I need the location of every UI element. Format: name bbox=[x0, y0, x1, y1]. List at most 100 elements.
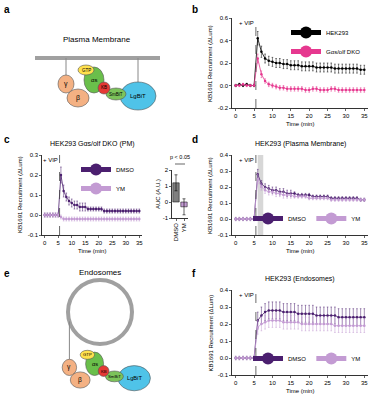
svg-text:b: b bbox=[192, 4, 198, 15]
svg-text:HEK293 Gαs/olf DKO (PM): HEK293 Gαs/olf DKO (PM) bbox=[50, 140, 135, 148]
svg-text:KB1691 Recruitment (ΔLum): KB1691 Recruitment (ΔLum) bbox=[207, 157, 213, 234]
svg-text:γ: γ bbox=[64, 80, 68, 88]
svg-text:f: f bbox=[192, 268, 196, 279]
svg-text:10: 10 bbox=[68, 240, 75, 246]
svg-text:Time (min): Time (min) bbox=[78, 248, 106, 254]
svg-text:0.0: 0.0 bbox=[220, 216, 229, 222]
svg-text:HEK293 (Plasma Membrane): HEK293 (Plasma Membrane) bbox=[255, 140, 346, 148]
svg-text:+ VIP: + VIP bbox=[239, 292, 254, 298]
svg-text:0.2: 0.2 bbox=[30, 172, 39, 178]
svg-text:0.6: 0.6 bbox=[220, 15, 229, 21]
svg-text:GTP: GTP bbox=[82, 68, 91, 73]
svg-text:0.0: 0.0 bbox=[220, 355, 229, 361]
svg-text:p < 0.05: p < 0.05 bbox=[170, 154, 190, 160]
svg-text:25: 25 bbox=[324, 240, 331, 246]
svg-text:0.4: 0.4 bbox=[220, 287, 229, 293]
svg-text:0.3: 0.3 bbox=[220, 168, 229, 174]
svg-text:KB1691 Recruitment (ΔLum): KB1691 Recruitment (ΔLum) bbox=[207, 25, 213, 102]
svg-text:β: β bbox=[76, 94, 80, 102]
svg-text:KB: KB bbox=[101, 369, 107, 374]
svg-text:LgBiT: LgBiT bbox=[130, 93, 146, 99]
svg-text:0.0: 0.0 bbox=[30, 212, 39, 218]
svg-text:αs: αs bbox=[91, 77, 97, 83]
svg-text:20: 20 bbox=[306, 380, 313, 386]
svg-text:YM: YM bbox=[116, 186, 125, 192]
svg-text:-0.1: -0.1 bbox=[218, 372, 229, 378]
svg-text:1: 1 bbox=[165, 183, 169, 189]
svg-text:15: 15 bbox=[287, 380, 294, 386]
svg-text:YM: YM bbox=[351, 216, 360, 222]
svg-text:AUC (A.U.): AUC (A.U.) bbox=[155, 179, 161, 209]
svg-text:20: 20 bbox=[306, 113, 313, 119]
svg-text:YM: YM bbox=[181, 223, 187, 232]
svg-text:25: 25 bbox=[109, 240, 116, 246]
svg-text:e: e bbox=[4, 268, 10, 279]
svg-text:0.2: 0.2 bbox=[220, 60, 229, 66]
svg-text:-0.2: -0.2 bbox=[218, 105, 229, 111]
svg-text:5: 5 bbox=[252, 380, 256, 386]
svg-text:35: 35 bbox=[361, 240, 368, 246]
svg-text:-1: -1 bbox=[163, 215, 169, 221]
svg-text:5: 5 bbox=[252, 113, 256, 119]
svg-text:30: 30 bbox=[343, 380, 350, 386]
svg-text:0.1: 0.1 bbox=[30, 192, 39, 198]
svg-text:10: 10 bbox=[269, 380, 276, 386]
svg-text:KB1691 Recruitment (ΔLum): KB1691 Recruitment (ΔLum) bbox=[17, 156, 23, 233]
svg-text:+ VIP: + VIP bbox=[239, 20, 254, 26]
svg-text:0.4: 0.4 bbox=[220, 152, 229, 158]
svg-text:HEK293: HEK293 bbox=[326, 30, 349, 36]
svg-text:DMSO: DMSO bbox=[173, 223, 179, 241]
svg-text:Gαs/olf DKO: Gαs/olf DKO bbox=[326, 49, 360, 55]
svg-text:35: 35 bbox=[361, 113, 368, 119]
svg-text:0.3: 0.3 bbox=[30, 152, 39, 158]
svg-text:γ: γ bbox=[67, 363, 71, 371]
svg-text:0.2: 0.2 bbox=[220, 184, 229, 190]
svg-text:35: 35 bbox=[361, 380, 368, 386]
svg-text:-0.1: -0.1 bbox=[218, 232, 229, 238]
svg-text:15: 15 bbox=[82, 240, 89, 246]
svg-text:0: 0 bbox=[43, 240, 47, 246]
svg-text:KB1691 Recruitment (ΔLum): KB1691 Recruitment (ΔLum) bbox=[208, 295, 214, 372]
svg-text:DMSO: DMSO bbox=[288, 216, 306, 222]
svg-text:GTP: GTP bbox=[83, 352, 92, 357]
svg-text:0.0: 0.0 bbox=[220, 83, 229, 89]
svg-text:5: 5 bbox=[57, 240, 61, 246]
svg-text:HEK293 (Endosomes): HEK293 (Endosomes) bbox=[265, 275, 335, 283]
svg-text:a: a bbox=[4, 4, 10, 15]
svg-text:Time (min): Time (min) bbox=[286, 248, 314, 254]
svg-text:0.3: 0.3 bbox=[220, 304, 229, 310]
svg-text:YM: YM bbox=[351, 356, 360, 362]
svg-text:Endosomes: Endosomes bbox=[79, 268, 121, 277]
svg-text:0: 0 bbox=[234, 380, 238, 386]
svg-text:β: β bbox=[78, 376, 82, 384]
svg-text:0.1: 0.1 bbox=[220, 200, 229, 206]
svg-text:0: 0 bbox=[234, 240, 238, 246]
svg-text:-0.1: -0.1 bbox=[28, 232, 39, 238]
svg-text:KB: KB bbox=[101, 85, 107, 90]
svg-text:Time (min): Time (min) bbox=[286, 121, 314, 127]
svg-text:SmBiT: SmBiT bbox=[109, 92, 123, 97]
svg-text:5: 5 bbox=[252, 240, 256, 246]
svg-text:0: 0 bbox=[234, 113, 238, 119]
svg-text:10: 10 bbox=[269, 113, 276, 119]
svg-text:αs: αs bbox=[92, 361, 98, 367]
svg-text:25: 25 bbox=[324, 113, 331, 119]
svg-text:+ VIP: + VIP bbox=[239, 157, 254, 163]
svg-text:DMSO: DMSO bbox=[288, 356, 306, 362]
svg-text:Time (min): Time (min) bbox=[286, 388, 314, 394]
svg-text:+ VIP: + VIP bbox=[43, 157, 58, 163]
svg-text:0.2: 0.2 bbox=[220, 321, 229, 327]
svg-text:10: 10 bbox=[269, 240, 276, 246]
svg-text:0.1: 0.1 bbox=[220, 338, 229, 344]
svg-text:LgBiT: LgBiT bbox=[127, 375, 142, 381]
svg-text:25: 25 bbox=[324, 380, 331, 386]
svg-text:2: 2 bbox=[165, 167, 169, 173]
svg-text:15: 15 bbox=[287, 240, 294, 246]
svg-text:20: 20 bbox=[95, 240, 102, 246]
svg-text:15: 15 bbox=[287, 113, 294, 119]
svg-text:c: c bbox=[4, 134, 10, 145]
svg-text:30: 30 bbox=[122, 240, 129, 246]
svg-text:SmBiT: SmBiT bbox=[108, 374, 121, 379]
svg-text:20: 20 bbox=[306, 240, 313, 246]
svg-text:Plasma Membrane: Plasma Membrane bbox=[63, 35, 131, 44]
